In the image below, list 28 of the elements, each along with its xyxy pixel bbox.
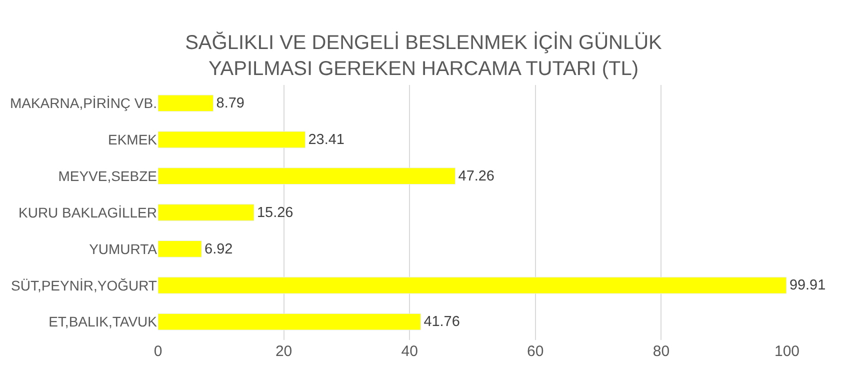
chart-title: SAĞLIKLI VE DENGELİ BESLENMEK İÇİN GÜNLÜK YAPILMASI GEREKEN HARCAMA TUTARI (TL) xyxy=(185,30,663,80)
bar xyxy=(158,168,456,185)
bar xyxy=(158,204,254,221)
data-label: 41.76 xyxy=(424,314,460,330)
x-tick-label: 40 xyxy=(401,343,418,360)
x-tick-label: 80 xyxy=(652,343,670,360)
data-label: 23.41 xyxy=(308,132,344,148)
data-label: 47.26 xyxy=(458,168,494,184)
y-tick-label: EKMEK xyxy=(108,132,158,148)
bar xyxy=(158,131,306,148)
data-label: 99.91 xyxy=(789,278,826,294)
data-label: 6.92 xyxy=(204,241,233,258)
bar xyxy=(158,240,202,258)
y-tick-label: YUMURTA xyxy=(89,240,158,257)
bar xyxy=(158,94,214,112)
y-tick-label: ET,BALIK,TAVUK xyxy=(48,314,158,330)
x-tick-label: 0 xyxy=(154,343,162,360)
y-tick-label: MAKARNA,PİRİNÇ VB. xyxy=(10,95,157,112)
x-tick-label: 100 xyxy=(774,343,800,360)
y-tick-label: SÜT,PEYNİR,YOĞURT xyxy=(11,277,158,294)
data-label: 8.79 xyxy=(216,96,244,112)
y-tick-label: KURU BAKLAGİLLER xyxy=(18,204,157,220)
data-label: 15.26 xyxy=(256,204,294,221)
bar xyxy=(158,313,421,330)
bar xyxy=(158,276,787,294)
x-tick-label: 60 xyxy=(527,343,544,360)
y-tick-label: MEYVE,SEBZE xyxy=(58,168,157,184)
x-tick-label: 20 xyxy=(275,343,292,360)
